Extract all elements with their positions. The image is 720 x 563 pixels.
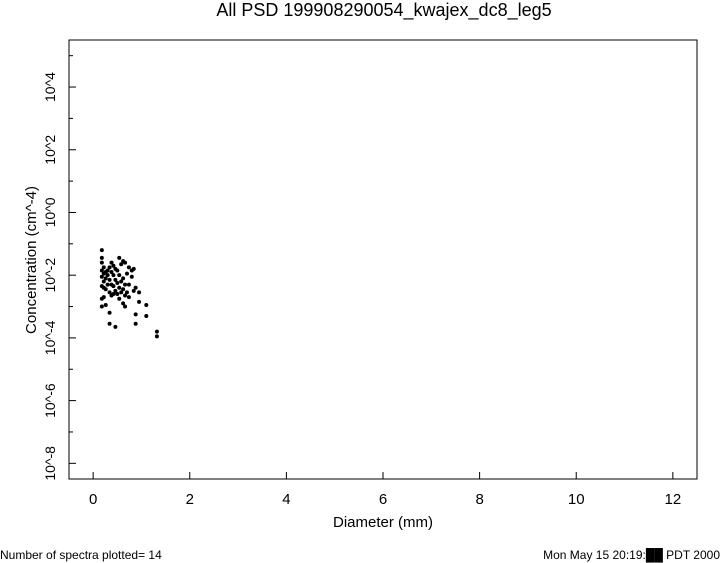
data-point — [113, 277, 118, 282]
data-point — [107, 321, 112, 326]
x-tick-label: 10 — [568, 491, 585, 508]
data-point — [105, 268, 110, 273]
data-point — [101, 295, 106, 300]
data-point — [105, 282, 110, 287]
x-axis: 0 2 4 6 8 10 12 — [89, 472, 681, 508]
x-axis-label: Diameter (mm) — [333, 514, 433, 531]
data-point — [119, 279, 124, 284]
x-tick-label: 4 — [282, 491, 290, 508]
data-point — [99, 268, 104, 273]
data-point — [123, 304, 128, 309]
data-point — [113, 324, 118, 329]
y-tick-label: 10^-4 — [42, 320, 58, 355]
y-tick-label: 10^-8 — [42, 446, 58, 481]
data-point — [99, 255, 104, 260]
x-tick-label: 2 — [186, 491, 194, 508]
data-point — [131, 288, 136, 293]
data-point — [137, 290, 142, 295]
data-point — [119, 262, 124, 267]
data-point — [133, 312, 138, 317]
data-point — [99, 248, 104, 253]
data-point — [129, 274, 134, 279]
y-tick-label: 10^0 — [42, 197, 58, 227]
data-point — [131, 266, 136, 271]
data-point — [117, 296, 122, 301]
data-point — [123, 293, 128, 298]
y-tick-label: 10^4 — [42, 72, 58, 102]
data-point — [113, 288, 118, 293]
data-point — [111, 263, 116, 268]
data-points — [99, 248, 159, 339]
data-point — [124, 271, 129, 276]
y-tick-label: 10^-2 — [42, 258, 58, 293]
data-point — [107, 265, 112, 270]
data-point — [126, 265, 131, 270]
data-point — [115, 281, 120, 286]
data-point — [111, 291, 116, 296]
data-point — [107, 277, 112, 282]
data-point — [117, 255, 122, 260]
y-tick-label: 10^-6 — [42, 383, 58, 418]
x-tick-label: 6 — [379, 491, 387, 508]
data-point — [107, 310, 112, 315]
spectra-count-text: Number of spectra plotted= 14 — [0, 548, 162, 562]
y-axis-label: Concentration (cm^-4) — [23, 186, 40, 334]
timestamp-text: Mon May 15 20:19:██ PDT 2000 — [543, 548, 720, 562]
data-point — [103, 302, 108, 307]
data-point — [123, 282, 128, 287]
data-point — [137, 299, 142, 304]
data-point — [124, 290, 129, 295]
data-point — [101, 265, 106, 270]
data-point — [109, 270, 114, 275]
x-tick-label: 12 — [665, 491, 682, 508]
data-point — [99, 304, 104, 309]
data-point — [103, 276, 108, 281]
data-point — [133, 285, 138, 290]
data-point — [126, 282, 131, 287]
data-point — [121, 287, 126, 292]
data-point — [121, 276, 126, 281]
data-point — [111, 273, 116, 278]
data-point — [103, 287, 108, 292]
data-point — [144, 313, 149, 318]
plot-frame — [68, 39, 698, 480]
y-axis: 10^-8 10^-6 10^-4 10^-2 10^0 10^2 10^4 — [42, 55, 76, 481]
x-tick-label: 0 — [89, 491, 97, 508]
data-point — [154, 329, 159, 334]
data-point — [117, 285, 122, 290]
data-point — [144, 302, 149, 307]
data-point — [154, 334, 159, 339]
data-point — [101, 279, 106, 284]
y-tick-label: 10^2 — [42, 135, 58, 165]
data-point — [105, 273, 110, 278]
data-point — [121, 301, 126, 306]
chart-title: All PSD 199908290054_kwajex_dc8_leg5 — [216, 0, 551, 21]
data-point — [107, 290, 112, 295]
data-point — [117, 273, 122, 278]
data-point — [115, 291, 120, 296]
data-point — [99, 274, 104, 279]
data-point — [119, 290, 124, 295]
data-point — [133, 321, 138, 326]
data-point — [126, 295, 131, 300]
data-point — [111, 284, 116, 289]
data-point — [123, 260, 128, 265]
data-point — [109, 260, 114, 265]
data-point — [115, 268, 120, 273]
x-tick-label: 8 — [475, 491, 483, 508]
data-point — [99, 260, 104, 265]
